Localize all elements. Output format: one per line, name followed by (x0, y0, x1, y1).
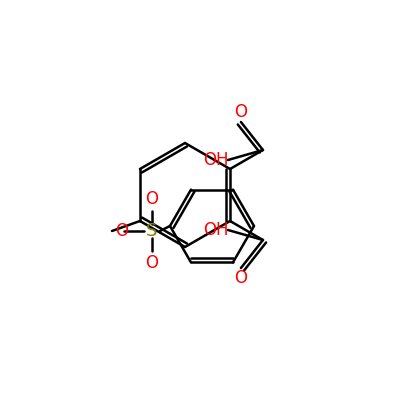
Text: O: O (146, 254, 158, 272)
Text: OH: OH (203, 151, 229, 169)
Text: O: O (234, 103, 248, 121)
Text: O: O (116, 222, 128, 240)
Text: O: O (146, 190, 158, 208)
Text: OH: OH (203, 221, 229, 239)
Text: S: S (146, 222, 158, 240)
Text: O: O (234, 269, 248, 287)
